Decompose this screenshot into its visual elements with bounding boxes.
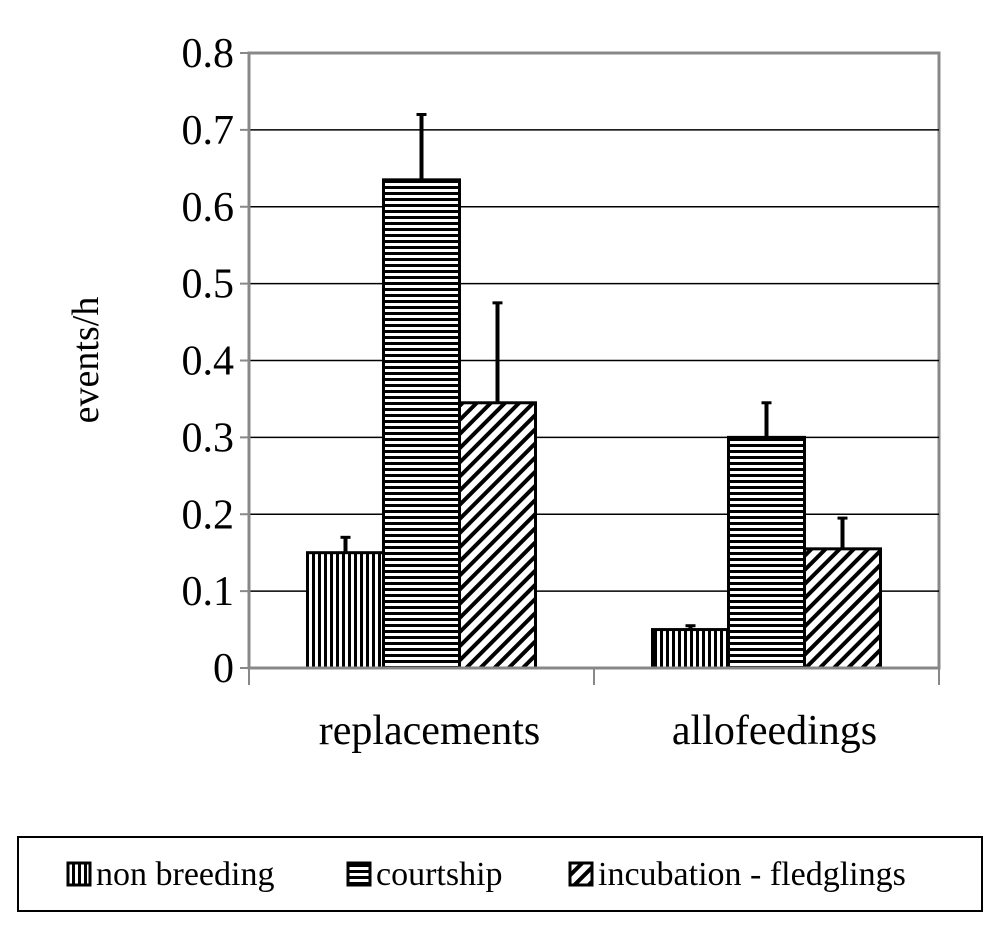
y-tick-label: 0 — [213, 646, 234, 692]
legend: non breeding courtship incubation - fledgl… — [66, 856, 906, 893]
y-axis-title: events/h — [65, 297, 107, 424]
y-tick-label: 0.1 — [182, 569, 235, 615]
legend-swatch-vertical-lines — [66, 861, 92, 887]
y-tick-label: 0.3 — [182, 415, 235, 461]
x-category-labels: replacements allofeedings — [319, 708, 877, 754]
y-tick-label: 0.8 — [182, 31, 235, 77]
legend-swatch-diagonal-lines — [568, 861, 594, 887]
bar-vertical-lines-0 — [306, 551, 385, 670]
bars — [306, 178, 882, 670]
bar-horizontal-lines-1 — [727, 435, 806, 670]
y-tick-label: 0.6 — [182, 185, 235, 231]
bar-diagonal-lines-1 — [803, 547, 882, 670]
y-tick-label: 0.7 — [182, 108, 235, 154]
y-tick-label: 0.5 — [182, 262, 235, 308]
legend-label: incubation - fledglings — [598, 856, 906, 893]
legend-label: non breeding — [96, 856, 274, 893]
x-category-label: replacements — [319, 708, 541, 754]
y-tick-label: 0.2 — [182, 492, 235, 538]
legend-label: courtship — [376, 856, 503, 893]
y-tick-label: 0.4 — [182, 339, 235, 385]
x-category-label: allofeedings — [672, 708, 877, 754]
bar-horizontal-lines-0 — [382, 178, 461, 670]
bar-diagonal-lines-0 — [458, 401, 537, 670]
legend-box — [17, 836, 983, 912]
y-tick-labels: 0 0.1 0.2 0.3 0.4 0.5 0.6 0.7 0.8 — [182, 31, 249, 692]
gridlines — [249, 129, 939, 592]
bar-vertical-lines-1 — [651, 628, 730, 670]
legend-swatch-horizontal-lines — [346, 861, 372, 887]
axes — [247, 53, 940, 685]
error-bars — [340, 113, 848, 630]
